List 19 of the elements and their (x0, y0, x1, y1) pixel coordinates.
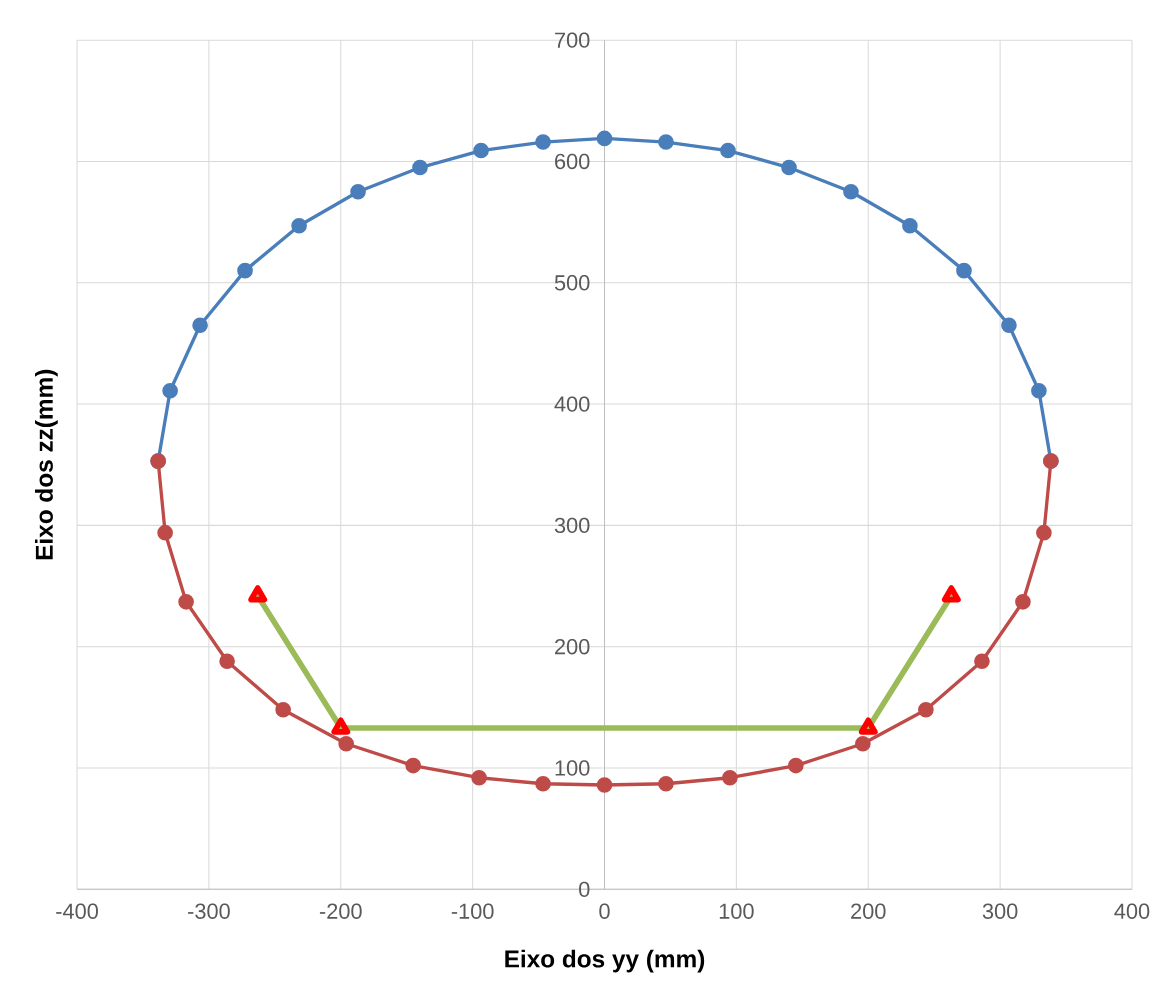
x-tick-label: 400 (1114, 903, 1150, 919)
x-tick-label: -400 (56, 903, 98, 919)
x-tick-label: 100 (719, 903, 754, 919)
x-tick-label: -200 (319, 903, 362, 919)
y-tick-label: 0 (579, 881, 590, 897)
x-tick-label: 200 (851, 903, 886, 919)
x-tick-label: -300 (188, 903, 230, 919)
x-tick-label: 300 (982, 903, 1018, 919)
y-tick-label: 500 (554, 274, 590, 291)
y-tick-label: 400 (554, 396, 590, 412)
y-tick-label: 700 (555, 32, 590, 48)
x-axis-title: Eixo dos yy (mm) (505, 949, 705, 973)
y-tick-label: 300 (554, 517, 590, 533)
x-tick-label: -100 (451, 903, 494, 919)
y-tick-label: 200 (555, 638, 590, 655)
y-tick-label: 600 (555, 153, 590, 170)
y-axis-title: Eixo dos zz(mm) (35, 369, 58, 560)
x-tick-label: 0 (599, 903, 610, 919)
y-tick-label: 100 (555, 760, 590, 776)
